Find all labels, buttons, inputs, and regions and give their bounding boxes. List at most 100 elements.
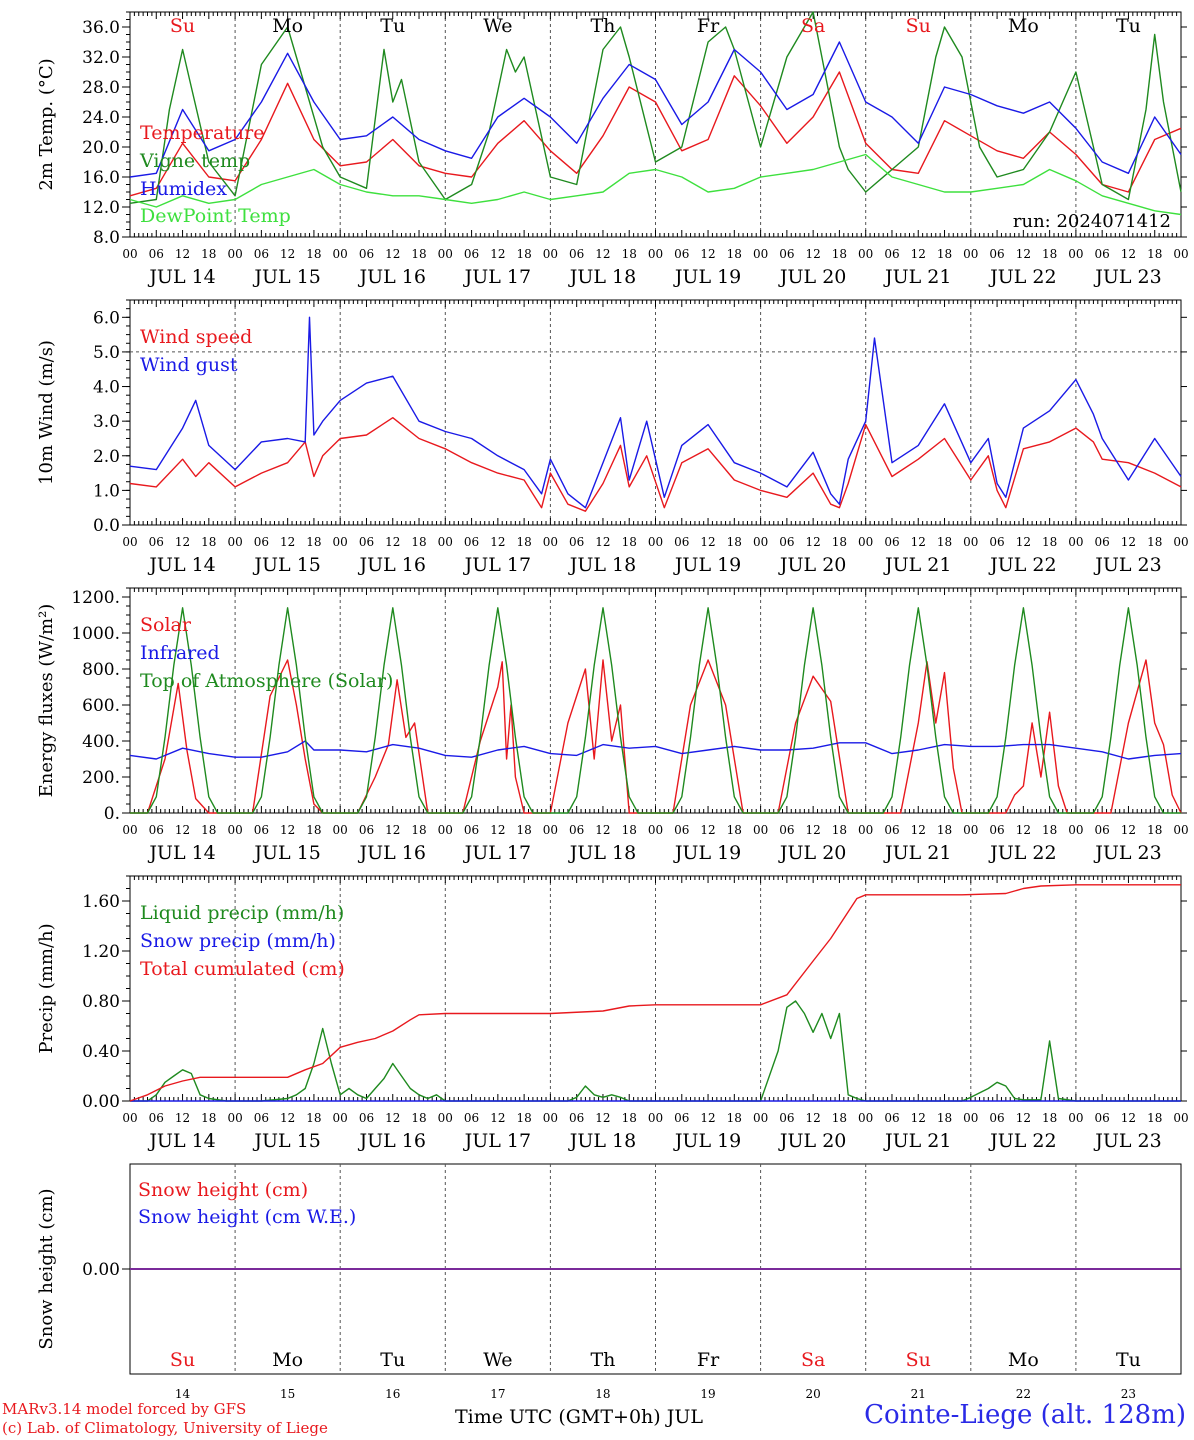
x-date-label: JUL 17: [463, 842, 531, 864]
y-tick-label: 0.: [104, 804, 120, 824]
x-hour-label: 00: [543, 1111, 558, 1125]
x-hour-label: 06: [254, 247, 269, 261]
x-hour-label: 06: [569, 535, 584, 549]
x-hour-label: 00: [1173, 247, 1188, 261]
x-hour-label: 00: [753, 247, 768, 261]
x-hour-label: 18: [1042, 823, 1057, 837]
weekday-label-bottom: Fr: [697, 1349, 720, 1371]
x-hour-label: 06: [569, 823, 584, 837]
x-hour-label: 12: [175, 1111, 190, 1125]
x-date-label: JUL 17: [463, 266, 531, 288]
day-number-label: 18: [595, 1387, 610, 1401]
x-hour-label: 18: [832, 1111, 847, 1125]
y-tick-label: 1.20: [82, 942, 120, 962]
weekday-label-top: Th: [590, 15, 615, 37]
x-hour-label: 06: [359, 535, 374, 549]
x-hour-label: 00: [1173, 535, 1188, 549]
x-date-label: JUL 14: [147, 554, 215, 576]
x-hour-label: 06: [779, 535, 794, 549]
y-tick-label: 0.40: [82, 1042, 120, 1062]
x-hour-label: 12: [595, 535, 610, 549]
x-hour-label: 00: [438, 535, 453, 549]
x-hour-label: 06: [1095, 535, 1110, 549]
y-tick-label: 28.0: [82, 78, 120, 98]
x-date-label: JUL 21: [883, 842, 951, 864]
x-date-label: JUL 22: [988, 554, 1056, 576]
x-hour-label: 18: [727, 247, 742, 261]
panel-frame-1: [129, 299, 1182, 526]
x-hour-label: 12: [1016, 247, 1031, 261]
x-hour-label: 12: [385, 535, 400, 549]
legend-solar: Solar: [140, 614, 192, 636]
x-date-label: JUL 15: [252, 1130, 320, 1152]
station-label: Cointe-Liege (alt. 128m): [864, 1400, 1186, 1430]
x-hour-label: 00: [122, 1111, 137, 1125]
x-date-label: JUL 20: [778, 266, 846, 288]
day-number-label: 21: [911, 1387, 926, 1401]
weekday-label-bottom: We: [483, 1349, 512, 1371]
x-hour-label: 06: [884, 1111, 899, 1125]
y-tick-label: 36.0: [82, 18, 120, 38]
weekday-label-top: Mo: [1008, 15, 1039, 37]
legend-liquid-precip-mm-h-: Liquid precip (mm/h): [140, 902, 344, 924]
x-hour-label: 18: [306, 823, 321, 837]
run-annotation: run: 2024071412: [1013, 211, 1171, 232]
x-hour-label: 12: [1121, 1111, 1136, 1125]
y-tick-label: 800.: [82, 660, 120, 680]
x-date-label: JUL 23: [1093, 266, 1161, 288]
x-hour-label: 12: [595, 823, 610, 837]
x-hour-label: 06: [989, 535, 1004, 549]
x-date-label: JUL 16: [358, 554, 426, 576]
x-hour-label: 06: [884, 535, 899, 549]
x-hour-label: 18: [411, 823, 426, 837]
x-date-label: JUL 20: [778, 554, 846, 576]
x-hour-label: 00: [648, 823, 663, 837]
x-date-label: JUL 20: [778, 1130, 846, 1152]
x-hour-label: 18: [937, 823, 952, 837]
x-hour-label: 06: [674, 535, 689, 549]
y-tick-label: 0.00: [82, 1260, 120, 1280]
series-wind-gust: [129, 316, 1182, 509]
x-hour-label: 00: [227, 823, 242, 837]
weekday-label-top: Tu: [380, 15, 405, 37]
y-tick-label: 1000.: [71, 624, 120, 644]
x-hour-label: 18: [727, 1111, 742, 1125]
x-hour-label: 00: [648, 1111, 663, 1125]
legend-snow-height-cm-: Snow height (cm): [138, 1179, 308, 1201]
y-axis-label: Precip (mm/h): [36, 923, 57, 1053]
x-hour-label: 12: [280, 1111, 295, 1125]
x-hour-label: 18: [1147, 535, 1162, 549]
x-hour-label: 00: [333, 247, 348, 261]
y-tick-label: 20.0: [82, 138, 120, 158]
legend-snow-precip-mm-h-: Snow precip (mm/h): [140, 930, 336, 952]
y-axis-label: Snow height (cm): [36, 1188, 57, 1349]
x-hour-label: 00: [438, 1111, 453, 1125]
x-hour-label: 18: [937, 1111, 952, 1125]
y-axis-label: 10m Wind (m/s): [36, 340, 57, 485]
x-hour-label: 06: [779, 823, 794, 837]
x-hour-label: 18: [622, 535, 637, 549]
x-hour-label: 18: [622, 823, 637, 837]
x-hour-label: 12: [700, 247, 715, 261]
x-hour-label: 18: [937, 535, 952, 549]
x-date-label: JUL 20: [778, 842, 846, 864]
y-tick-label: 24.0: [82, 108, 120, 128]
legend-humidex: Humidex: [140, 178, 227, 200]
weekday-label-top: Mo: [272, 15, 303, 37]
x-hour-label: 18: [727, 535, 742, 549]
x-hour-label: 00: [438, 247, 453, 261]
series-infrared: [129, 740, 1182, 760]
x-hour-label: 12: [490, 247, 505, 261]
x-hour-label: 00: [227, 1111, 242, 1125]
x-hour-label: 18: [832, 247, 847, 261]
y-tick-label: 12.0: [82, 198, 120, 218]
y-tick-label: 1200.: [71, 588, 120, 608]
weekday-label-bottom: Tu: [1116, 1349, 1141, 1371]
x-hour-label: 00: [333, 1111, 348, 1125]
x-date-label: JUL 16: [358, 1130, 426, 1152]
x-hour-label: 18: [306, 1111, 321, 1125]
legend-temperature: Temperature: [140, 122, 264, 144]
x-date-label: JUL 23: [1093, 1130, 1161, 1152]
x-hour-label: 18: [201, 1111, 216, 1125]
x-hour-label: 06: [464, 535, 479, 549]
